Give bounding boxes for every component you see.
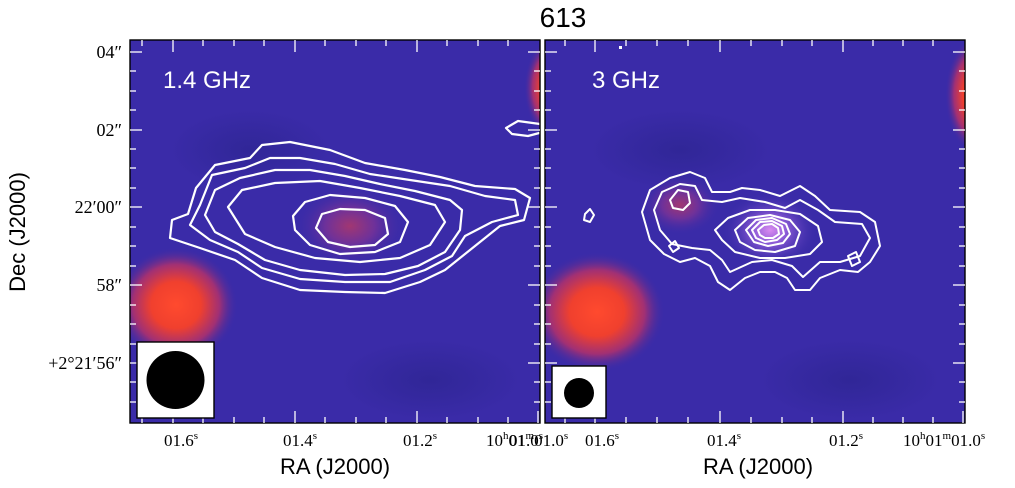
beam-1-4ghz: [136, 341, 215, 419]
x-axis-label-1-4ghz: RA (J2000): [280, 454, 390, 479]
contours-3ghz: [583, 171, 881, 291]
ra-tick-01-2-left: 01.2s: [403, 430, 437, 450]
ra-tick-01-6-right: 01.6s: [585, 430, 619, 450]
panel-1-4ghz: 1.4 GHz 04″ 02″ 22′00″ 58″ +2°21′56″ 01.…: [48, 39, 568, 479]
bright-source-3ghz-right-edge: [945, 40, 965, 150]
dec-tick-02: 02″: [97, 120, 123, 140]
ra-tick-01-6-left: 01.6s: [164, 430, 198, 450]
ra-tick-01-2-right: 01.2s: [829, 430, 863, 450]
ticks-3ghz: [545, 40, 965, 423]
contours-1-4ghz: [168, 119, 545, 295]
bright-source-3ghz-left: [545, 252, 665, 372]
ra-tick-10h01m01-0-left: 10h01m01.0s: [486, 430, 568, 450]
panel-3ghz-image: [545, 40, 965, 423]
dec-tick-58: 58″: [97, 275, 123, 295]
ra-tick-10h01m01-0-middle: 01.0s: [509, 430, 543, 450]
dec-tick-22-00: 22′00″: [75, 197, 122, 217]
ra-tick-01-4-right: 01.4s: [707, 430, 741, 450]
figure-title: 613: [540, 2, 587, 33]
x-axis-label-3ghz: RA (J2000): [703, 454, 813, 479]
dec-tick-21-56: +2°21′56″: [48, 353, 122, 373]
panel-3ghz: 3 GHz 01.0s 01.6s 01.4s 01.2s 10h01m01.0…: [509, 39, 985, 479]
y-axis-label: Dec (J2000): [5, 172, 30, 292]
ra-tick-10h01m01-0-right: 10h01m01.0s: [903, 430, 985, 450]
band-label-1-4ghz: 1.4 GHz: [163, 67, 251, 94]
bright-source-left: [130, 247, 238, 363]
ra-tick-01-4-left: 01.4s: [283, 430, 317, 450]
band-label-3ghz: 3 GHz: [592, 67, 660, 94]
dec-tick-04: 04″: [97, 42, 123, 62]
beam-3ghz: [551, 365, 607, 419]
